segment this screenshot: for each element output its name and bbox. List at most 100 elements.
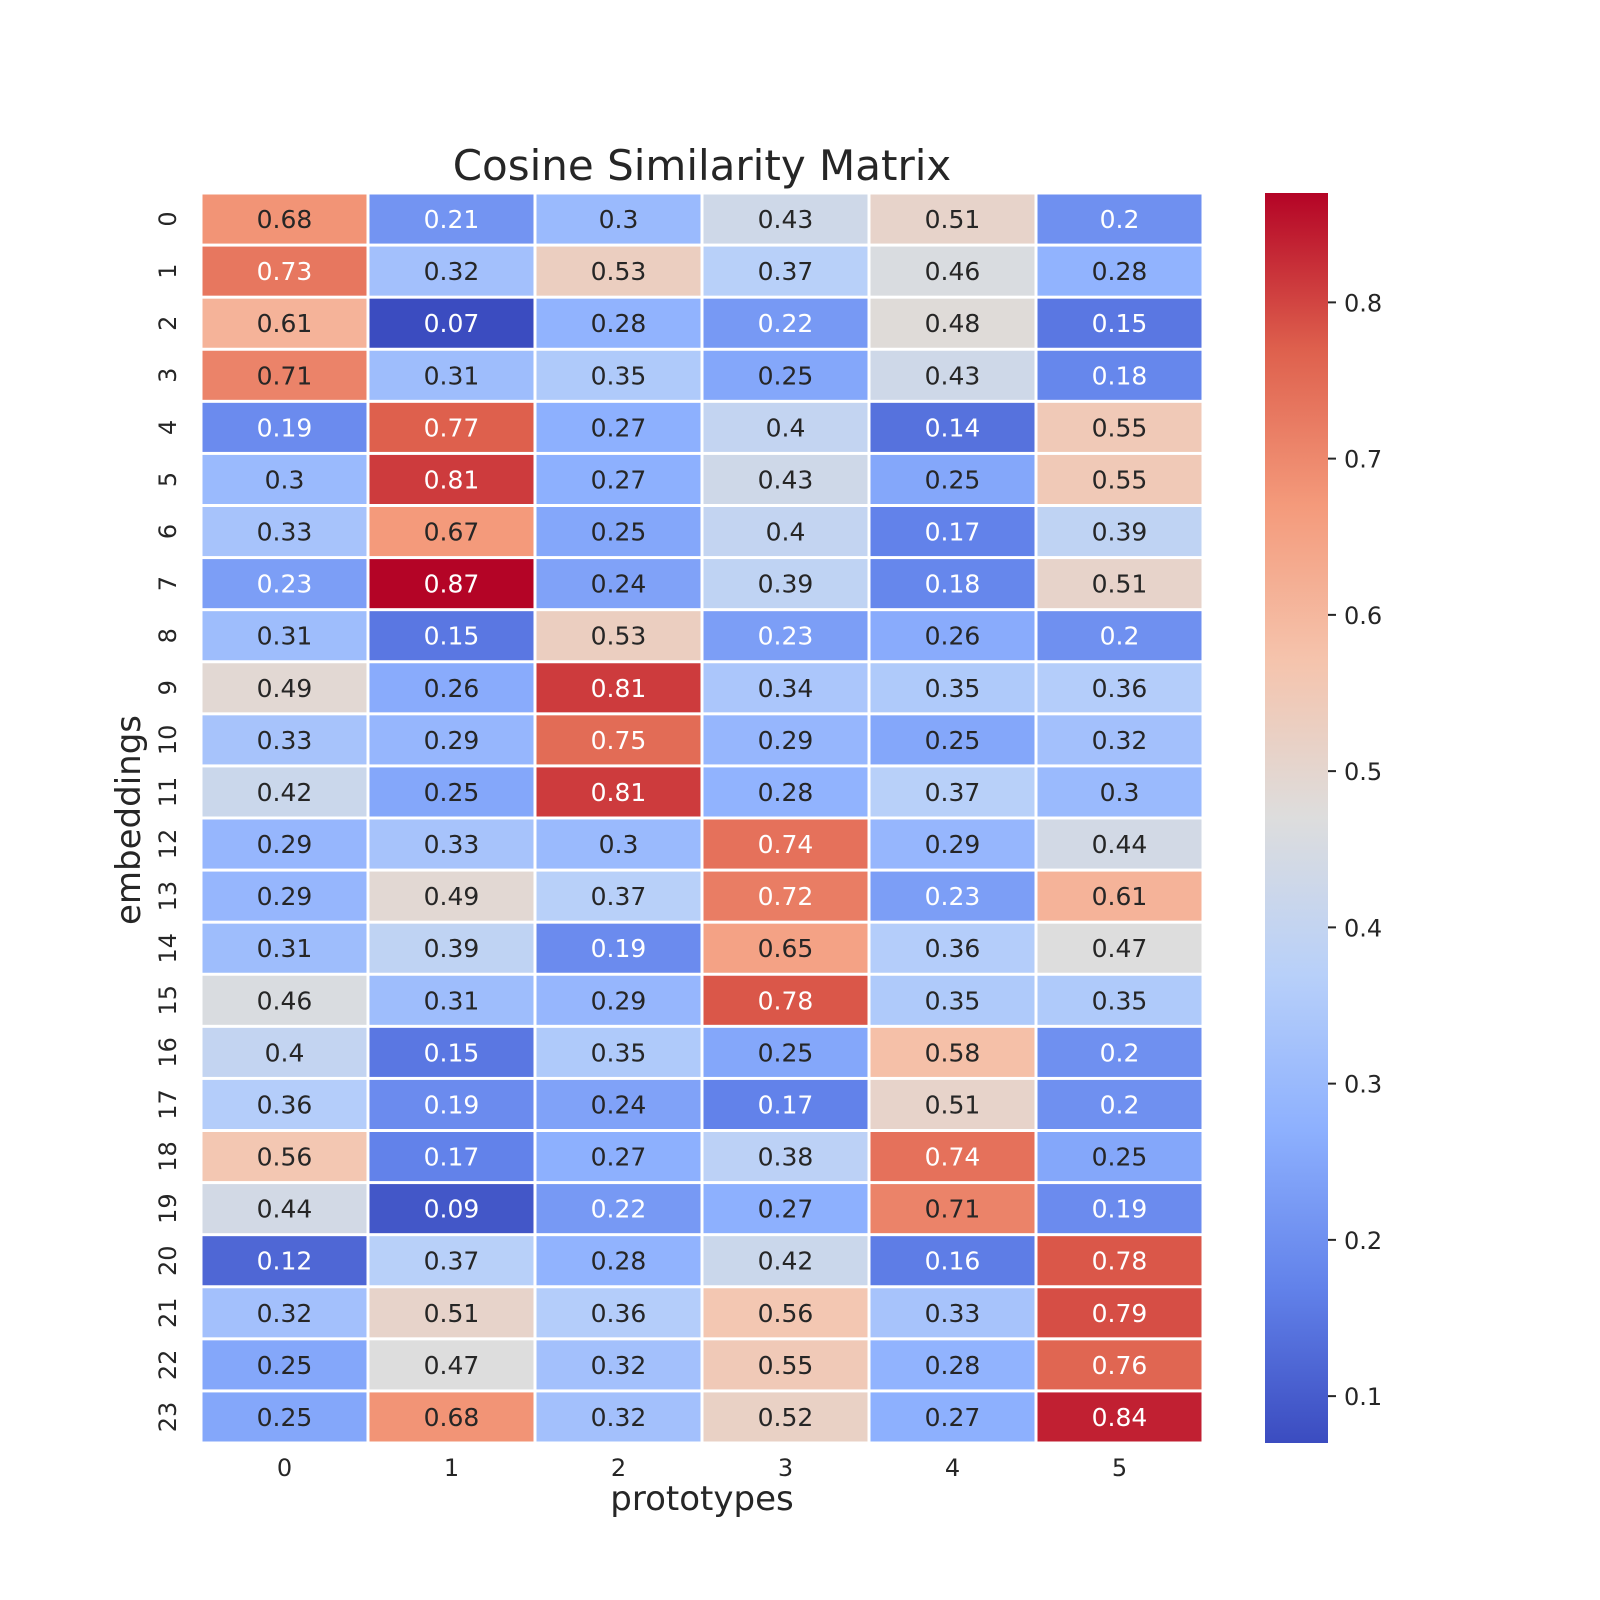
cell-value-label: 0.84 <box>1092 1403 1148 1432</box>
y-tick-label: 2 <box>154 316 182 331</box>
heatmap-cell <box>870 1027 1035 1077</box>
colorbar-tick-label: 0.2 <box>1344 1227 1382 1255</box>
cell-value-label: 0.28 <box>1092 257 1148 286</box>
heatmap-cell <box>536 350 701 400</box>
cell-value-label: 0.3 <box>1100 778 1140 807</box>
cell-value-label: 0.25 <box>758 361 814 390</box>
cell-value-label: 0.32 <box>424 257 480 286</box>
cell-value-label: 0.25 <box>1092 1143 1148 1172</box>
cell-value-label: 0.15 <box>1092 309 1148 338</box>
heatmap-cell <box>202 1236 367 1286</box>
heatmap-cell <box>870 350 1035 400</box>
heatmap-cell <box>703 1340 868 1390</box>
cell-value-label: 0.39 <box>424 934 480 963</box>
cell-value-label: 0.31 <box>257 622 313 651</box>
cell-value-label: 0.29 <box>257 882 313 911</box>
heatmap-cell <box>202 1079 367 1129</box>
heatmap-cell <box>369 1027 534 1077</box>
cell-value-label: 0.61 <box>257 309 313 338</box>
x-tick-label: 1 <box>444 1454 459 1482</box>
heatmap-cell <box>536 611 701 661</box>
cell-value-label: 0.29 <box>424 726 480 755</box>
heatmap-cell <box>536 1184 701 1234</box>
heatmap-cell <box>369 715 534 765</box>
cell-value-label: 0.71 <box>925 1195 981 1224</box>
heatmap-cell <box>536 871 701 921</box>
heatmap-cell <box>536 767 701 817</box>
cell-value-label: 0.17 <box>758 1090 814 1119</box>
cell-value-label: 0.48 <box>925 309 981 338</box>
heatmap-cell <box>870 1340 1035 1390</box>
heatmap-cell <box>870 507 1035 557</box>
colorbar-tick-label: 0.1 <box>1344 1383 1382 1411</box>
cell-value-label: 0.77 <box>424 413 480 442</box>
cell-value-label: 0.32 <box>591 1403 647 1432</box>
heatmap-cell <box>202 402 367 452</box>
cell-value-label: 0.23 <box>758 622 814 651</box>
heatmap-cell <box>536 507 701 557</box>
cell-value-label: 0.19 <box>1092 1195 1148 1224</box>
cell-value-label: 0.36 <box>257 1090 313 1119</box>
heatmap-cell <box>870 1236 1035 1286</box>
y-tick-label: 13 <box>154 881 182 912</box>
cell-value-label: 0.28 <box>758 778 814 807</box>
heatmap-cell <box>1037 350 1202 400</box>
heatmap-cell <box>369 1236 534 1286</box>
y-tick-label: 14 <box>154 933 182 964</box>
heatmap-cell <box>202 194 367 244</box>
heatmap-cell <box>703 611 868 661</box>
y-tick-label: 15 <box>154 985 182 1016</box>
y-tick-label: 16 <box>154 1037 182 1068</box>
heatmap-cell <box>202 715 367 765</box>
heatmap-cell <box>1037 1132 1202 1182</box>
y-tick-label: 10 <box>154 725 182 756</box>
cell-value-label: 0.09 <box>424 1195 480 1224</box>
heatmap-cell <box>1037 1236 1202 1286</box>
heatmap-cell <box>703 1236 868 1286</box>
y-tick-label: 4 <box>154 420 182 435</box>
cell-value-label: 0.29 <box>758 726 814 755</box>
cell-value-label: 0.53 <box>591 622 647 651</box>
cell-value-label: 0.17 <box>925 518 981 547</box>
cell-value-label: 0.32 <box>591 1351 647 1380</box>
heatmap-cell <box>870 454 1035 504</box>
heatmap-cell <box>536 1236 701 1286</box>
heatmap-cell <box>1037 975 1202 1025</box>
heatmap-cell <box>1037 298 1202 348</box>
cell-value-label: 0.15 <box>424 1038 480 1067</box>
cell-value-label: 0.32 <box>257 1299 313 1328</box>
heatmap-cell <box>1037 611 1202 661</box>
cell-value-label: 0.31 <box>424 361 480 390</box>
heatmap-cell <box>870 1288 1035 1338</box>
cell-value-label: 0.16 <box>925 1247 981 1276</box>
heatmap-cell <box>1037 1340 1202 1390</box>
cell-value-label: 0.27 <box>591 413 647 442</box>
heatmap-cell <box>369 194 534 244</box>
heatmap-cell <box>1037 1184 1202 1234</box>
cell-value-label: 0.65 <box>758 934 814 963</box>
heatmap-cell <box>202 871 367 921</box>
cell-value-label: 0.51 <box>424 1299 480 1328</box>
cell-value-label: 0.23 <box>925 882 981 911</box>
heatmap-cell <box>536 819 701 869</box>
heatmap-cell <box>536 1132 701 1182</box>
cell-value-label: 0.81 <box>591 674 647 703</box>
y-tick-label: 8 <box>154 628 182 643</box>
heatmap-cell <box>369 1132 534 1182</box>
cell-value-label: 0.44 <box>1092 830 1148 859</box>
heatmap-cell <box>202 1184 367 1234</box>
colorbar: 0.1 0.2 0.3 0.4 0.5 0.6 0.7 0.8 <box>1265 193 1382 1443</box>
cell-value-label: 0.32 <box>1092 726 1148 755</box>
cell-value-label: 0.15 <box>424 622 480 651</box>
cell-value-label: 0.55 <box>1092 413 1148 442</box>
x-tick-label: 0 <box>277 1454 292 1482</box>
y-axis-label: embeddings <box>109 715 149 925</box>
cell-value-label: 0.24 <box>591 570 647 599</box>
cell-value-label: 0.79 <box>1092 1299 1148 1328</box>
cell-value-label: 0.56 <box>758 1299 814 1328</box>
cell-value-label: 0.3 <box>599 205 639 234</box>
y-tick-label: 3 <box>154 368 182 383</box>
heatmap-cell <box>870 871 1035 921</box>
heatmap-cell <box>703 298 868 348</box>
heatmap-cell <box>1037 454 1202 504</box>
